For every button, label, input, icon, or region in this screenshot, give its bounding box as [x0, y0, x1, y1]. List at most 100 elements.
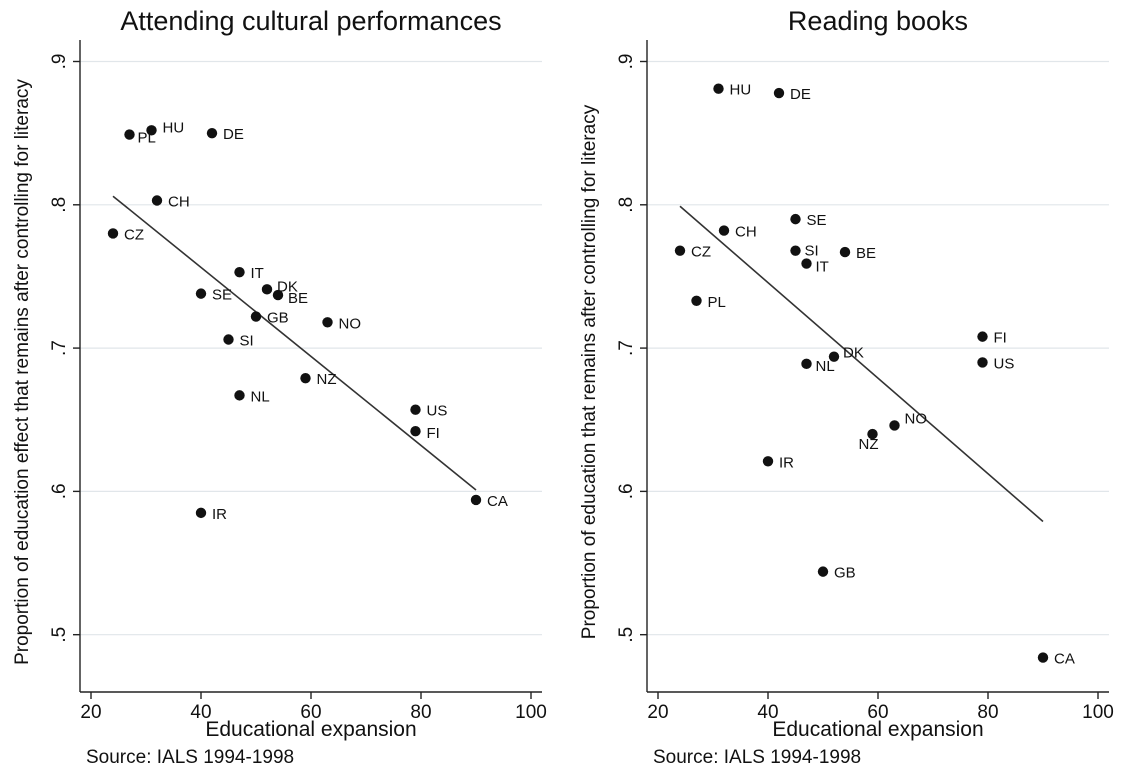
x-tick-label: 20: [80, 702, 101, 723]
point-nz: [867, 428, 878, 440]
point-label-si: SI: [805, 243, 819, 260]
y-tick-label: .7: [49, 340, 70, 356]
y-tick-label: .9: [616, 54, 637, 70]
point-label-ch: CH: [735, 224, 757, 241]
x-axis-label: Educational expansion: [205, 718, 417, 741]
point-label-dk: DK: [843, 345, 864, 362]
point-label-us: US: [427, 403, 448, 420]
point-nl: [234, 390, 245, 401]
point-si: [223, 334, 234, 345]
point-cz: [674, 245, 686, 256]
point-label-ir: IR: [779, 454, 794, 471]
point-ca: [470, 494, 482, 506]
y-tick-label: .5: [49, 627, 70, 643]
point-pl: [124, 129, 135, 140]
point-gb: [250, 311, 262, 322]
x-tick-label: 80: [977, 702, 998, 723]
fit-line: [679, 205, 1044, 523]
point-label-be: BE: [288, 290, 308, 307]
point-nz: [300, 372, 311, 384]
point-it: [234, 266, 245, 278]
point-ir: [762, 456, 774, 467]
point-label-fi: FI: [427, 425, 440, 442]
plot-area: .5 .6 .7 .8 .9 20 40 60 80 100 HU DE SE CH CZ SI BE IT PL F…: [616, 40, 1114, 723]
point-label-cz: CZ: [691, 244, 711, 261]
point-no: [889, 420, 900, 431]
point-label-ch: CH: [168, 193, 190, 210]
point-label-nl: NL: [251, 388, 270, 405]
point-ca: [1037, 652, 1049, 663]
point-label-fi: FI: [994, 330, 1007, 347]
point-label-hu: HU: [163, 119, 185, 136]
y-axis-label: Proportion of education that remains aft…: [579, 104, 601, 640]
point-it: [801, 258, 812, 269]
y-tick-label: .8: [49, 197, 70, 213]
chart-panel-right: Reading books .5 .6 .7 .8 .9 20 40 60 80 100 HU DE S…: [567, 0, 1134, 775]
point-be: [272, 289, 284, 301]
y-tick-label: .7: [616, 340, 637, 356]
point-label-be: BE: [856, 245, 876, 262]
y-tick-label: .8: [616, 197, 637, 213]
point-dk: [261, 284, 273, 295]
y-tick-label: .6: [616, 483, 637, 499]
point-label-gb: GB: [267, 310, 289, 327]
point-ch: [151, 195, 163, 206]
chart-title: Reading books: [787, 6, 969, 36]
y-tick-label: .6: [49, 483, 70, 499]
x-tick-label: 60: [300, 702, 321, 723]
point-fi: [977, 331, 988, 342]
source-note: Source: IALS 1994-1998: [653, 747, 862, 768]
point-de: [206, 127, 218, 139]
point-label-de: DE: [223, 126, 244, 143]
source-note: Source: IALS 1994-1998: [86, 747, 295, 768]
point-nl: [801, 358, 812, 370]
point-label-ca: CA: [487, 493, 508, 510]
x-axis-label: Educational expansion: [772, 718, 984, 741]
point-cz: [107, 228, 119, 239]
point-us: [977, 357, 988, 368]
y-tick-label: .9: [49, 54, 70, 70]
point-se: [195, 288, 207, 299]
point-label-us: US: [994, 355, 1015, 372]
chart-title: Attending cultural performances: [120, 6, 502, 36]
x-tick-label: 20: [647, 702, 668, 723]
point-hu: [713, 83, 724, 94]
point-label-it: IT: [251, 265, 264, 282]
x-tick-label: 60: [867, 702, 888, 723]
point-ch: [718, 225, 730, 236]
point-label-nz: NZ: [859, 436, 879, 453]
point-si: [790, 245, 801, 256]
x-tick-label: 100: [1082, 702, 1114, 723]
point-label-dk: DK: [277, 278, 298, 295]
point-no: [322, 317, 333, 328]
point-label-cz: CZ: [124, 226, 144, 243]
point-label-pl: PL: [708, 294, 726, 311]
x-tick-label: 80: [410, 702, 431, 723]
point-pl: [691, 295, 702, 306]
point-label-ir: IR: [212, 506, 227, 523]
x-tick-label: 40: [190, 702, 211, 723]
point-se: [790, 213, 801, 225]
point-label-no: NO: [339, 315, 362, 332]
point-label-se: SE: [212, 287, 232, 304]
point-label-si: SI: [240, 332, 254, 349]
point-label-se: SE: [807, 212, 827, 229]
point-label-no: NO: [905, 410, 928, 427]
x-tick-label: 40: [757, 702, 778, 723]
y-axis-label: Proportion of education effect that rema…: [11, 79, 33, 665]
x-tick-label: 100: [515, 702, 547, 723]
point-label-gb: GB: [834, 565, 856, 582]
point-label-ca: CA: [1054, 651, 1075, 668]
point-gb: [817, 566, 829, 577]
point-dk: [828, 351, 840, 362]
point-fi: [410, 426, 421, 437]
point-ir: [195, 507, 207, 519]
fit-line: [112, 195, 477, 491]
point-us: [410, 404, 421, 415]
point-hu: [146, 125, 157, 136]
chart-panel-left: Attending cultural performances .5 .6 .7 .8…: [0, 0, 567, 775]
point-label-nl: NL: [816, 358, 835, 375]
point-label-de: DE: [790, 86, 811, 103]
point-label-nz: NZ: [317, 371, 337, 388]
